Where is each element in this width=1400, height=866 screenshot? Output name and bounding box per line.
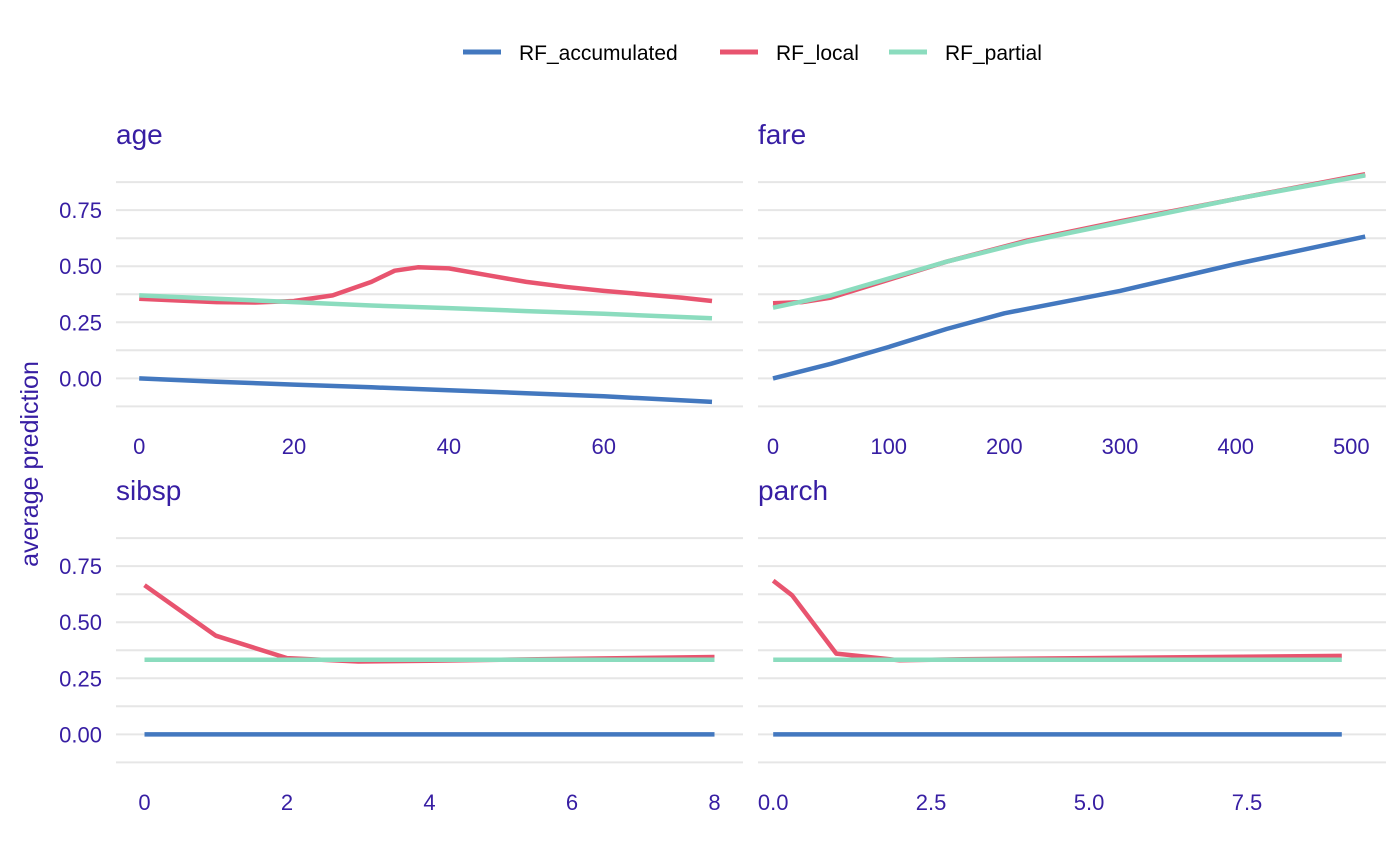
legend-label: RF_local <box>776 42 859 65</box>
legend-item-RF_local: RF_local <box>720 42 859 65</box>
x-tick-label: 300 <box>1102 434 1139 459</box>
y-axis-label: average prediction <box>16 361 44 567</box>
x-tick-label: 7.5 <box>1232 790 1263 815</box>
legend: RF_accumulated RF_local RF_partial <box>463 42 1042 65</box>
y-tick-label: 0.00 <box>59 366 102 391</box>
panel-age: age 0 20 40 60 0.00 0.25 0.50 0.75 <box>59 119 743 459</box>
panel-title: age <box>116 119 163 150</box>
x-tick-label: 20 <box>282 434 306 459</box>
x-tick-label: 0.0 <box>758 790 789 815</box>
legend-label: RF_accumulated <box>519 42 678 65</box>
x-tick-label: 6 <box>566 790 578 815</box>
panel-parch: parch 0.0 2.5 5.0 7.5 <box>758 475 1386 815</box>
panel-title: sibsp <box>116 475 181 506</box>
panel-title: parch <box>758 475 828 506</box>
x-tick-label: 8 <box>708 790 720 815</box>
x-tick-label: 2.5 <box>916 790 947 815</box>
y-tick-label: 0.50 <box>59 254 102 279</box>
y-tick-label: 0.75 <box>59 554 102 579</box>
legend-label: RF_partial <box>945 42 1042 65</box>
series-line-RF_partial <box>772 173 1366 310</box>
x-tick-label: 500 <box>1333 434 1370 459</box>
legend-item-RF_accumulated: RF_accumulated <box>463 42 678 65</box>
y-tick-label: 0.50 <box>59 610 102 635</box>
series-line-RF_partial <box>139 293 713 321</box>
x-tick-label: 200 <box>986 434 1023 459</box>
series-line-RF_local <box>139 265 713 305</box>
legend-item-RF_partial: RF_partial <box>889 42 1042 65</box>
x-tick-label: 100 <box>870 434 907 459</box>
y-tick-label: 0.25 <box>59 666 102 691</box>
y-tick-label: 0.00 <box>59 722 102 747</box>
y-tick-label: 0.75 <box>59 198 102 223</box>
x-tick-label: 0 <box>138 790 150 815</box>
panel-sibsp: sibsp 0 2 4 6 8 0.00 0.25 0.50 0.75 <box>59 475 743 815</box>
x-tick-label: 0 <box>133 434 145 459</box>
x-tick-label: 60 <box>591 434 615 459</box>
series-line-RF_local <box>771 578 1342 663</box>
panel-fare: fare 0 100 200 300 400 500 <box>758 119 1386 459</box>
x-tick-label: 4 <box>423 790 435 815</box>
x-tick-label: 0 <box>767 434 779 459</box>
series-line-RF_accumulated <box>772 234 1366 381</box>
y-tick-label: 0.25 <box>59 310 102 335</box>
x-tick-label: 400 <box>1217 434 1254 459</box>
x-tick-label: 40 <box>437 434 461 459</box>
panel-title: fare <box>758 119 806 150</box>
series-line-RF_accumulated <box>139 376 713 405</box>
x-tick-label: 5.0 <box>1074 790 1105 815</box>
x-tick-label: 2 <box>281 790 293 815</box>
